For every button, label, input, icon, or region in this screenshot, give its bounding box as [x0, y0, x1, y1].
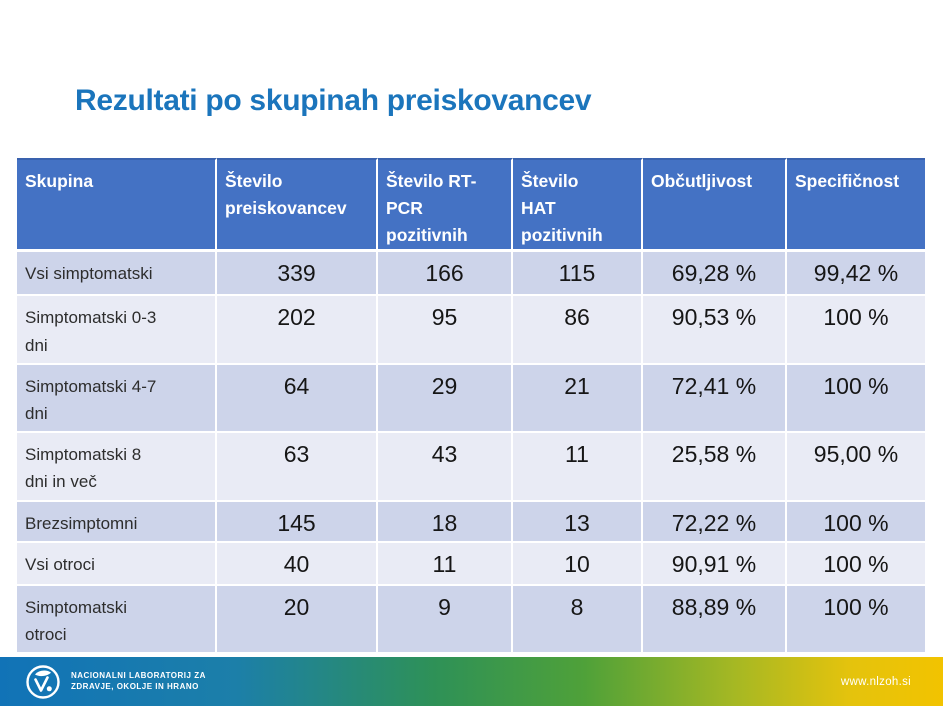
- value-cell: 10: [513, 542, 643, 586]
- value-cell: 145: [217, 501, 378, 543]
- org-name: NACIONALNI LABORATORIJ ZA ZDRAVJE, OKOLJ…: [71, 671, 206, 692]
- row-label-cell: Simptomatski 4-7 dni: [17, 364, 217, 434]
- value-cell: 13: [513, 501, 643, 543]
- value-cell: 115: [513, 252, 643, 297]
- row-label-cell: Simptomatski otroci: [17, 585, 217, 655]
- header-cell-specificnost: Specifičnost: [787, 158, 925, 253]
- value-cell: 11: [513, 433, 643, 502]
- nlzoh-logo: NACIONALNI LABORATORIJ ZA ZDRAVJE, OKOLJ…: [24, 663, 206, 701]
- value-cell: 64: [217, 364, 378, 434]
- value-cell: 100 %: [787, 501, 925, 543]
- value-cell: 339: [217, 252, 378, 297]
- value-cell: 100 %: [787, 364, 925, 434]
- value-cell: 63: [217, 433, 378, 502]
- table-row: Brezsimptomni 145 18 13 72,22 % 100 %: [17, 501, 925, 543]
- header-cell-skupina: Skupina: [17, 158, 217, 253]
- value-cell: 100 %: [787, 585, 925, 655]
- table-row: Simptomatski 4-7 dni 64 29 21 72,41 % 10…: [17, 364, 925, 434]
- row-label-cell: Simptomatski 8 dni in več: [17, 433, 217, 502]
- value-cell: 43: [378, 433, 513, 502]
- value-cell: 202: [217, 296, 378, 365]
- website-text: www.nlzoh.si: [840, 675, 911, 688]
- row-label-cell: Simptomatski 0-3 dni: [17, 296, 217, 365]
- value-cell: 29: [378, 364, 513, 434]
- value-cell: 18: [378, 501, 513, 543]
- table-row: Simptomatski 8 dni in več 63 43 11 25,58…: [17, 433, 925, 502]
- value-cell: 100 %: [787, 296, 925, 365]
- value-cell: 9: [378, 585, 513, 655]
- results-table: Skupina Število preiskovancev Število RT…: [17, 158, 925, 655]
- nlzoh-logo-icon: [26, 664, 60, 699]
- footer-bar: NACIONALNI LABORATORIJ ZA ZDRAVJE, OKOLJ…: [0, 657, 943, 706]
- table-row: Simptomatski otroci 20 9 8 88,89 % 100 %: [17, 585, 925, 655]
- value-cell: 99,42 %: [787, 252, 925, 297]
- header-cell-stevilo-hat: Število HAT pozitivnih: [513, 158, 643, 253]
- value-cell: 90,91 %: [643, 542, 787, 586]
- value-cell: 95: [378, 296, 513, 365]
- org-name-line2: ZDRAVJE, OKOLJE IN HRANO: [71, 681, 199, 691]
- value-cell: 88,89 %: [643, 585, 787, 655]
- value-cell: 86: [513, 296, 643, 365]
- header-cell-stevilo-rtpcr: Število RT- PCR pozitivnih: [378, 158, 513, 253]
- value-cell: 25,58 %: [643, 433, 787, 502]
- value-cell: 8: [513, 585, 643, 655]
- value-cell: 72,41 %: [643, 364, 787, 434]
- row-label-cell: Brezsimptomni: [17, 501, 217, 543]
- row-label-cell: Vsi simptomatski: [17, 252, 217, 297]
- value-cell: 95,00 %: [787, 433, 925, 502]
- value-cell: 100 %: [787, 542, 925, 586]
- value-cell: 40: [217, 542, 378, 586]
- value-cell: 21: [513, 364, 643, 434]
- row-label-cell: Vsi otroci: [17, 542, 217, 586]
- value-cell: 11: [378, 542, 513, 586]
- header-cell-obcutljivost: Občutljivost: [643, 158, 787, 253]
- header-cell-stevilo-preiskovancev: Število preiskovancev: [217, 158, 378, 253]
- value-cell: 72,22 %: [643, 501, 787, 543]
- value-cell: 20: [217, 585, 378, 655]
- table-row: Vsi simptomatski 339 166 115 69,28 % 99,…: [17, 252, 925, 297]
- table-header-row: Skupina Število preiskovancev Število RT…: [17, 158, 925, 253]
- value-cell: 90,53 %: [643, 296, 787, 365]
- table-row: Simptomatski 0-3 dni 202 95 86 90,53 % 1…: [17, 296, 925, 365]
- org-name-line1: NACIONALNI LABORATORIJ ZA: [71, 671, 206, 681]
- value-cell: 166: [378, 252, 513, 297]
- value-cell: 69,28 %: [643, 252, 787, 297]
- table-row: Vsi otroci 40 11 10 90,91 % 100 %: [17, 542, 925, 586]
- page-title: Rezultati po skupinah preiskovancev: [75, 84, 592, 117]
